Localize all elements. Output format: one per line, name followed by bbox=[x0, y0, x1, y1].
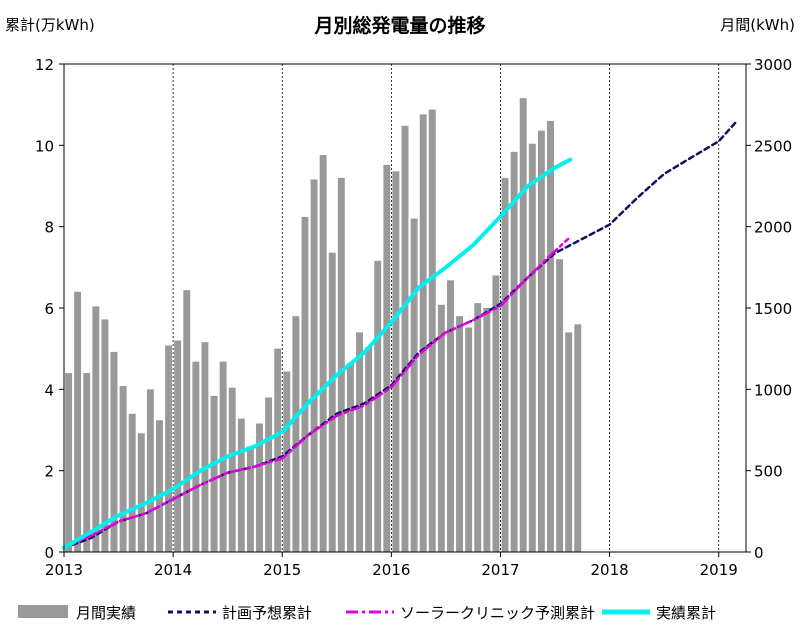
bar bbox=[474, 303, 482, 552]
bar bbox=[356, 332, 363, 552]
bar bbox=[110, 351, 118, 552]
line-series-group bbox=[62, 121, 737, 550]
bar bbox=[483, 308, 491, 552]
bar bbox=[556, 259, 564, 552]
y-left-tick-label: 8 bbox=[44, 219, 54, 237]
bar bbox=[392, 171, 400, 553]
y-left-tick-label: 6 bbox=[44, 300, 54, 318]
legend-label: 計画予想累計 bbox=[222, 604, 312, 622]
y-left-tick-label: 4 bbox=[44, 381, 54, 399]
x-tick-label: 2016 bbox=[372, 561, 410, 579]
bar bbox=[274, 348, 282, 552]
x-tick-label: 2019 bbox=[700, 561, 738, 579]
bar bbox=[283, 371, 291, 552]
legend-label: ソーラークリニック予測累計 bbox=[400, 604, 595, 622]
bar bbox=[328, 252, 336, 552]
legend-label: 実績累計 bbox=[656, 604, 716, 622]
actual-cumulative-line bbox=[62, 157, 573, 550]
plan-cumulative-line bbox=[62, 121, 737, 550]
bar bbox=[383, 164, 391, 552]
x-tick-label: 2017 bbox=[481, 561, 519, 579]
bar bbox=[265, 397, 273, 552]
chart-title: 月別総発電量の推移 bbox=[313, 14, 485, 37]
bar bbox=[210, 395, 218, 552]
y-right-tick-label: 2000 bbox=[754, 219, 792, 237]
y-left-tick-label: 12 bbox=[35, 56, 54, 74]
bar bbox=[256, 423, 263, 552]
y-right-tick-label: 0 bbox=[754, 544, 764, 562]
bar bbox=[501, 177, 509, 552]
bar bbox=[310, 179, 318, 552]
bar bbox=[174, 340, 182, 552]
bar bbox=[537, 130, 545, 552]
bar bbox=[292, 316, 300, 552]
bar bbox=[137, 433, 145, 552]
legend-label: 月間実績 bbox=[76, 604, 136, 622]
bar bbox=[201, 342, 209, 552]
legend-item: 計画予想累計 bbox=[168, 604, 312, 622]
y-right-tick-label: 3000 bbox=[754, 56, 792, 74]
bar bbox=[146, 389, 154, 552]
y-left-tick-label: 2 bbox=[44, 463, 54, 481]
bar bbox=[246, 446, 254, 552]
legend-item: ソーラークリニック予測累計 bbox=[346, 604, 595, 622]
legend-swatch-bar bbox=[18, 605, 68, 618]
bar bbox=[156, 420, 163, 552]
bar bbox=[101, 319, 109, 552]
y-right-tick-label: 1500 bbox=[754, 300, 792, 318]
bar bbox=[456, 316, 464, 552]
bar bbox=[401, 125, 409, 553]
y-right-tick-label: 2500 bbox=[754, 137, 792, 155]
bar bbox=[165, 345, 173, 552]
bar bbox=[319, 155, 327, 553]
y-left-label: 累計(万kWh) bbox=[5, 16, 95, 34]
bar bbox=[228, 387, 236, 552]
x-tick-label: 2018 bbox=[591, 561, 629, 579]
bar bbox=[465, 327, 473, 552]
y-left-tick-label: 0 bbox=[44, 544, 54, 562]
bar bbox=[83, 373, 91, 552]
bar-series bbox=[65, 98, 582, 553]
bar bbox=[447, 280, 454, 552]
y-right-tick-label: 1000 bbox=[754, 381, 792, 399]
bar bbox=[519, 98, 527, 552]
grid-lines bbox=[172, 64, 720, 552]
bar bbox=[410, 218, 418, 553]
bar bbox=[528, 143, 536, 552]
y-right-tick-label: 500 bbox=[754, 463, 783, 481]
bar bbox=[510, 151, 518, 552]
bar bbox=[183, 290, 191, 552]
bar bbox=[492, 275, 500, 552]
bar bbox=[301, 216, 309, 552]
bar bbox=[65, 373, 73, 552]
bar bbox=[365, 347, 373, 552]
bar bbox=[565, 332, 573, 552]
bar bbox=[92, 306, 100, 552]
x-tick-label: 2015 bbox=[263, 561, 301, 579]
bar bbox=[437, 304, 445, 552]
x-tick-label: 2013 bbox=[45, 561, 83, 579]
bar bbox=[547, 120, 554, 552]
bar bbox=[237, 418, 245, 552]
y-left-tick-label: 10 bbox=[35, 137, 54, 155]
bar bbox=[119, 386, 127, 552]
bar bbox=[337, 177, 345, 552]
bar bbox=[192, 361, 200, 552]
bar bbox=[74, 291, 82, 552]
forecast-cumulative-line bbox=[62, 237, 570, 550]
axes: 0 2 4 6 8 10 12 0 500 1000 1500 2000 2500 3000 2013 201… bbox=[35, 56, 792, 579]
bar bbox=[374, 260, 382, 552]
bar bbox=[574, 324, 582, 552]
bar bbox=[428, 109, 436, 553]
y-right-label: 月間(kWh) bbox=[720, 16, 795, 34]
legend: 月間実績 計画予想累計 ソーラークリニック予測累計 実績累計 bbox=[18, 604, 716, 622]
bar bbox=[128, 413, 136, 552]
bar bbox=[346, 363, 354, 552]
legend-item: 実績累計 bbox=[602, 604, 716, 622]
bar bbox=[419, 114, 427, 552]
x-tick-label: 2014 bbox=[154, 561, 192, 579]
legend-item: 月間実績 bbox=[18, 604, 136, 622]
